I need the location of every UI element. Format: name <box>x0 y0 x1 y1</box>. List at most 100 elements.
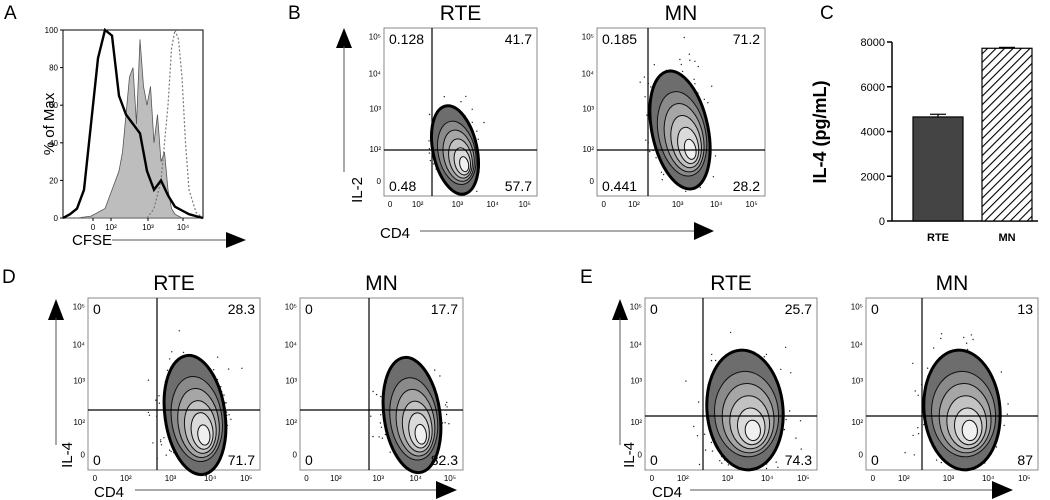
panel-c-y-ticks: 0 2000 4000 6000 8000 <box>861 37 892 228</box>
y-tick-label: 10⁴ <box>369 69 382 78</box>
x-tick-label: 10³ <box>452 200 464 209</box>
panel-a-x-arrow-head <box>226 232 246 248</box>
x-tick-label: 10³ <box>372 474 384 483</box>
panel-a-y-label: % of Max <box>41 92 58 155</box>
x-tick-label: 10² <box>412 200 424 209</box>
x-tick-label: 10⁵ <box>519 200 531 209</box>
y-tick-label: 10⁴ <box>582 69 595 78</box>
panel-d: D IL-4 CD4 <box>2 267 457 500</box>
x-tick-label: 10⁵ <box>240 474 252 483</box>
x-tick-label: 10⁵ <box>1018 474 1030 483</box>
panel-letter-b: B <box>288 3 301 24</box>
flow-plot-d-rte: RTE 0 28.3 0 71.7 0 10² 10³ 10⁴ 10⁵ 0 10² 10³ 10⁴ 10⁵ <box>73 272 261 483</box>
x-tick-label: MN <box>998 232 1015 244</box>
y-tick-label: 100 <box>45 26 59 35</box>
panel-letter-e: E <box>580 267 593 288</box>
panel-c: C 0 2000 4000 6000 8000 RTE MN IL-4 (pg/mL) <box>810 3 1038 244</box>
panel-e-y-label: IL-4 <box>621 442 638 468</box>
plot-title: RTE <box>710 272 752 295</box>
y-tick-label: 10² <box>582 145 594 154</box>
panel-e: E IL-4 CD4 <box>580 267 1013 500</box>
panel-b-x-label: CD4 <box>380 225 410 242</box>
y-tick-label: 6000 <box>861 82 885 94</box>
x-tick-label: 10⁴ <box>486 200 499 209</box>
y-tick-label: 10⁵ <box>285 303 297 312</box>
x-tick-label: 0 <box>304 474 309 483</box>
quadrant-top-right-value: 41.7 <box>505 31 532 47</box>
flow-plots: RTE 0.128 41.7 0.48 57.7 0 10² 10³ 10⁴ 10⁵ 0 10² 10³… <box>73 2 1039 483</box>
panel-b-x-arrow-head <box>694 222 714 240</box>
panel-d-x-label: CD4 <box>94 484 124 500</box>
plot-title: MN <box>936 272 969 295</box>
contour-density <box>381 355 443 475</box>
quadrant-bottom-right-value: 82.3 <box>431 452 458 468</box>
panel-a: A 0 20 40 60 80 100 0 10² 10³ 10⁴ % of Max CFSE <box>4 3 246 249</box>
y-tick-label: 10³ <box>73 377 85 386</box>
y-tick-label: 10² <box>285 418 297 427</box>
quadrant-top-left-value: 0 <box>305 301 313 317</box>
y-tick-label: 10² <box>369 145 381 154</box>
quadrant-top-right-value: 25.7 <box>785 301 812 317</box>
x-tick-label: 10⁵ <box>745 200 757 209</box>
quadrant-top-left-value: 0.128 <box>389 31 424 47</box>
quadrant-top-right-value: 71.2 <box>733 31 760 47</box>
x-tick-label: 10⁴ <box>761 474 774 483</box>
y-tick-label: 0 <box>590 177 595 186</box>
quadrant-top-left-value: 0 <box>93 301 101 317</box>
panel-a-x-label: CFSE <box>72 232 112 249</box>
y-tick-label: 10² <box>630 418 642 427</box>
quadrant-bottom-right-value: 28.2 <box>733 178 760 194</box>
contour-density <box>430 104 480 196</box>
x-tick-label: 10⁵ <box>797 474 809 483</box>
y-tick-label: 10² <box>73 418 85 427</box>
x-tick-label: RTE <box>927 232 949 244</box>
panel-letter-c: C <box>820 3 834 24</box>
x-tick-label: 10⁴ <box>982 474 995 483</box>
y-tick-label: 40 <box>49 139 58 148</box>
y-tick-label: 10⁴ <box>851 340 864 349</box>
panel-d-y-arrow-head <box>48 299 64 320</box>
y-tick-label: 10⁴ <box>285 340 298 349</box>
x-tick-label: 10³ <box>722 474 734 483</box>
y-tick-label: 80 <box>49 64 58 73</box>
panel-letter-d: D <box>2 267 16 288</box>
plot-title: MN <box>365 272 398 295</box>
y-tick-label: 10³ <box>851 377 863 386</box>
histogram-dashed-series <box>63 27 204 219</box>
panel-c-bars: RTE MN <box>912 46 1033 244</box>
flow-plot-d-mn: MN 0 17.7 0 82.3 0 10² 10³ 10⁴ 10⁵ 0 10² 10³ 10⁴ 10⁵ <box>285 272 464 483</box>
contour-density <box>705 348 785 472</box>
x-tick-label: 0 <box>93 474 98 483</box>
panel-e-y-arrow-head <box>612 299 628 320</box>
panel-b-y-label: IL-2 <box>349 177 366 203</box>
y-tick-label: 10⁵ <box>369 32 381 41</box>
x-tick-label: 10³ <box>165 474 177 483</box>
contour-density <box>648 69 712 191</box>
x-tick-label: 10³ <box>672 200 684 209</box>
x-tick-label: 10² <box>628 200 640 209</box>
flow-plot-e-rte: RTE 0 25.7 0 74.3 0 10² 10³ 10⁴ 10⁵ 0 10² 10³ 10⁴ 10⁵ <box>630 272 818 483</box>
y-tick-label: 0 <box>81 451 86 460</box>
flow-plot-b-rte: RTE 0.128 41.7 0.48 57.7 0 10² 10³ 10⁴ 10⁵ 0 10² 10³… <box>369 2 538 209</box>
y-tick-label: 0 <box>859 451 864 460</box>
quadrant-bottom-left-value: 0 <box>93 452 101 468</box>
y-tick-label: 0 <box>293 451 298 460</box>
y-tick-label: 10⁴ <box>630 340 643 349</box>
x-tick-label: 10³ <box>943 474 955 483</box>
x-tick-label: 0 <box>388 200 393 209</box>
panel-d-x-arrow-head <box>436 481 457 499</box>
x-tick-label: 10² <box>120 474 132 483</box>
quadrant-bottom-right-value: 71.7 <box>228 452 255 468</box>
y-tick-label: 0 <box>879 216 885 228</box>
quadrant-top-left-value: 0.185 <box>602 31 637 47</box>
x-tick-label: 10² <box>898 474 910 483</box>
y-tick-label: 0 <box>54 214 59 223</box>
y-tick-label: 60 <box>49 101 58 110</box>
quadrant-top-left-value: 0 <box>650 301 658 317</box>
quadrant-bottom-right-value: 57.7 <box>505 178 532 194</box>
panel-b-y-arrow-head <box>336 28 352 48</box>
y-tick-label: 10⁵ <box>582 32 594 41</box>
panel-d-y-label: IL-4 <box>59 442 76 468</box>
x-tick-label: 10⁵ <box>444 474 456 483</box>
quadrant-bottom-right-value: 87 <box>1017 452 1033 468</box>
